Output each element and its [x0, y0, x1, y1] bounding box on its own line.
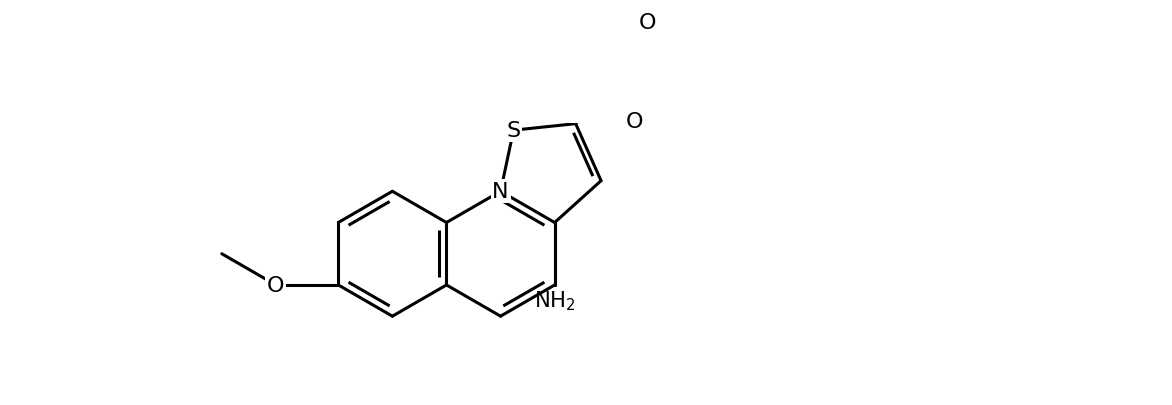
Text: NH$_2$: NH$_2$	[534, 288, 575, 312]
Text: O: O	[626, 112, 643, 132]
Text: O: O	[639, 13, 656, 33]
Text: O: O	[267, 275, 285, 295]
Text: S: S	[506, 121, 520, 141]
Text: N: N	[492, 182, 509, 202]
